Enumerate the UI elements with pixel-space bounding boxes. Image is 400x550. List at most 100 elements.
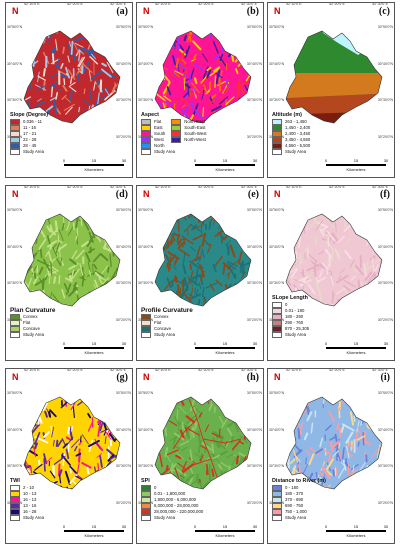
- legend-swatch: [171, 119, 182, 125]
- basin-outline: [154, 396, 252, 490]
- raster-texture: [231, 439, 241, 451]
- raster-texture: [357, 406, 360, 414]
- raster-texture: [343, 286, 347, 295]
- raster-texture: [212, 204, 216, 206]
- raster-texture: [110, 31, 116, 35]
- raster-texture: [241, 297, 244, 306]
- latitude-tick: 30°30'0"N: [377, 281, 393, 286]
- raster-texture: [211, 443, 215, 454]
- raster-texture: [91, 231, 96, 239]
- legend-swatch: [272, 326, 282, 332]
- map-d: [9, 186, 121, 307]
- raster-texture: [62, 46, 65, 54]
- raster-texture: [235, 188, 239, 198]
- raster-texture: [201, 232, 207, 247]
- raster-texture: [290, 268, 298, 279]
- legend-swatch: [141, 149, 151, 155]
- longitude-ticks: 52°10'0"E 52°20'0"E 52°30'0"E: [24, 369, 126, 372]
- raster-texture: [305, 196, 311, 204]
- raster-texture: [101, 62, 107, 67]
- raster-texture: [24, 415, 29, 425]
- raster-texture: [318, 471, 325, 477]
- raster-texture: [60, 73, 67, 78]
- raster-texture: [167, 254, 177, 266]
- raster-texture: [78, 48, 85, 55]
- legend-label: 370 - 690: [285, 497, 304, 503]
- raster-texture: [70, 89, 73, 101]
- raster-texture: [61, 196, 65, 200]
- raster-texture: [262, 380, 264, 388]
- raster-texture: [188, 189, 190, 197]
- raster-texture: [283, 200, 292, 207]
- raster-texture: [34, 442, 38, 450]
- raster-texture: [214, 24, 215, 28]
- raster-texture: [327, 315, 332, 321]
- raster-texture: [289, 268, 297, 273]
- legend-label: 0.036 - 11: [23, 119, 43, 125]
- raster-texture: [366, 483, 370, 489]
- raster-texture: [183, 34, 188, 42]
- map-e: [154, 188, 252, 307]
- raster-texture: [234, 31, 241, 40]
- legend-swatch: [171, 137, 182, 143]
- legend-item: Convex: [141, 314, 193, 320]
- raster-texture: [56, 258, 62, 266]
- scale-value: 30: [121, 341, 127, 346]
- raster-texture: [62, 84, 68, 92]
- legend-label: 10 - 13: [23, 491, 37, 497]
- raster-texture: [44, 384, 53, 390]
- legend-label: 1,800,000 - 6,000,000: [154, 497, 197, 503]
- raster-texture: [341, 447, 345, 460]
- longitude-tick: 52°20'0"E: [198, 2, 214, 6]
- scale-value: 0: [193, 524, 197, 529]
- raster-texture: [9, 186, 10, 192]
- raster-texture: [52, 465, 55, 476]
- raster-texture: [41, 190, 45, 192]
- legend-study-area: Study Area: [272, 515, 326, 521]
- legend-item: Study Area: [141, 515, 203, 521]
- raster-texture: [297, 275, 310, 283]
- raster-texture: [79, 435, 82, 443]
- raster-texture: [61, 94, 67, 100]
- raster-texture: [238, 441, 245, 445]
- raster-texture: [201, 442, 213, 451]
- latitude-tick: 30°30'0"N: [7, 98, 23, 103]
- raster-texture: [43, 12, 51, 17]
- raster-texture: [90, 191, 97, 199]
- raster-texture: [231, 409, 240, 422]
- raster-texture: [357, 441, 360, 447]
- raster-texture: [61, 454, 71, 466]
- scale-value: 15: [222, 524, 228, 529]
- basin-outline: [154, 30, 252, 124]
- basin-outline: [23, 213, 121, 307]
- raster-texture: [176, 36, 181, 50]
- raster-texture: [263, 110, 264, 114]
- raster-texture: [42, 402, 48, 411]
- raster-texture: [66, 223, 70, 231]
- raster-texture: [75, 452, 82, 457]
- raster-texture: [177, 238, 183, 246]
- raster-texture: [155, 214, 164, 224]
- raster-texture: [38, 195, 44, 203]
- raster-texture: [73, 205, 75, 210]
- raster-texture: [90, 397, 97, 404]
- raster-texture: [30, 82, 33, 90]
- legend-swatch: [141, 497, 151, 503]
- scale-value: 30: [252, 341, 258, 346]
- raster-texture: [288, 373, 290, 385]
- raster-texture: [179, 288, 182, 297]
- longitude-tick: 52°10'0"E: [155, 2, 171, 6]
- scale-unit: Kilometers: [346, 167, 366, 172]
- legend-title: Profile Curvature: [141, 307, 193, 314]
- raster-texture: [349, 214, 358, 221]
- raster-texture: [68, 214, 71, 221]
- raster-texture: [30, 44, 39, 52]
- legend-swatch: [141, 320, 151, 326]
- raster-texture: [83, 381, 84, 392]
- raster-texture: [78, 106, 81, 113]
- map-i: [285, 373, 383, 490]
- raster-texture: [356, 397, 358, 400]
- raster-texture: [24, 397, 32, 400]
- legend-item: 3,450 - 4,550: [272, 137, 310, 143]
- longitude-ticks: 52°10'0"E 52°20'0"E 52°30'0"E: [286, 186, 388, 189]
